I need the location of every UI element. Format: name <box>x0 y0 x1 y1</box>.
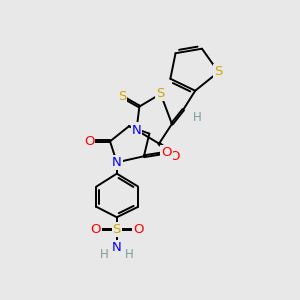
Text: H: H <box>100 248 109 261</box>
Text: S: S <box>112 223 121 236</box>
Text: H: H <box>125 248 134 261</box>
Text: S: S <box>214 65 223 79</box>
Text: S: S <box>157 87 165 101</box>
Text: O: O <box>169 150 180 163</box>
Text: H: H <box>192 111 201 124</box>
Text: N: N <box>112 241 122 254</box>
Text: O: O <box>161 146 172 159</box>
Text: N: N <box>112 156 122 169</box>
Text: N: N <box>132 124 141 136</box>
Text: O: O <box>133 223 143 236</box>
Text: S: S <box>118 90 126 103</box>
Text: O: O <box>91 223 101 236</box>
Text: O: O <box>84 135 94 148</box>
